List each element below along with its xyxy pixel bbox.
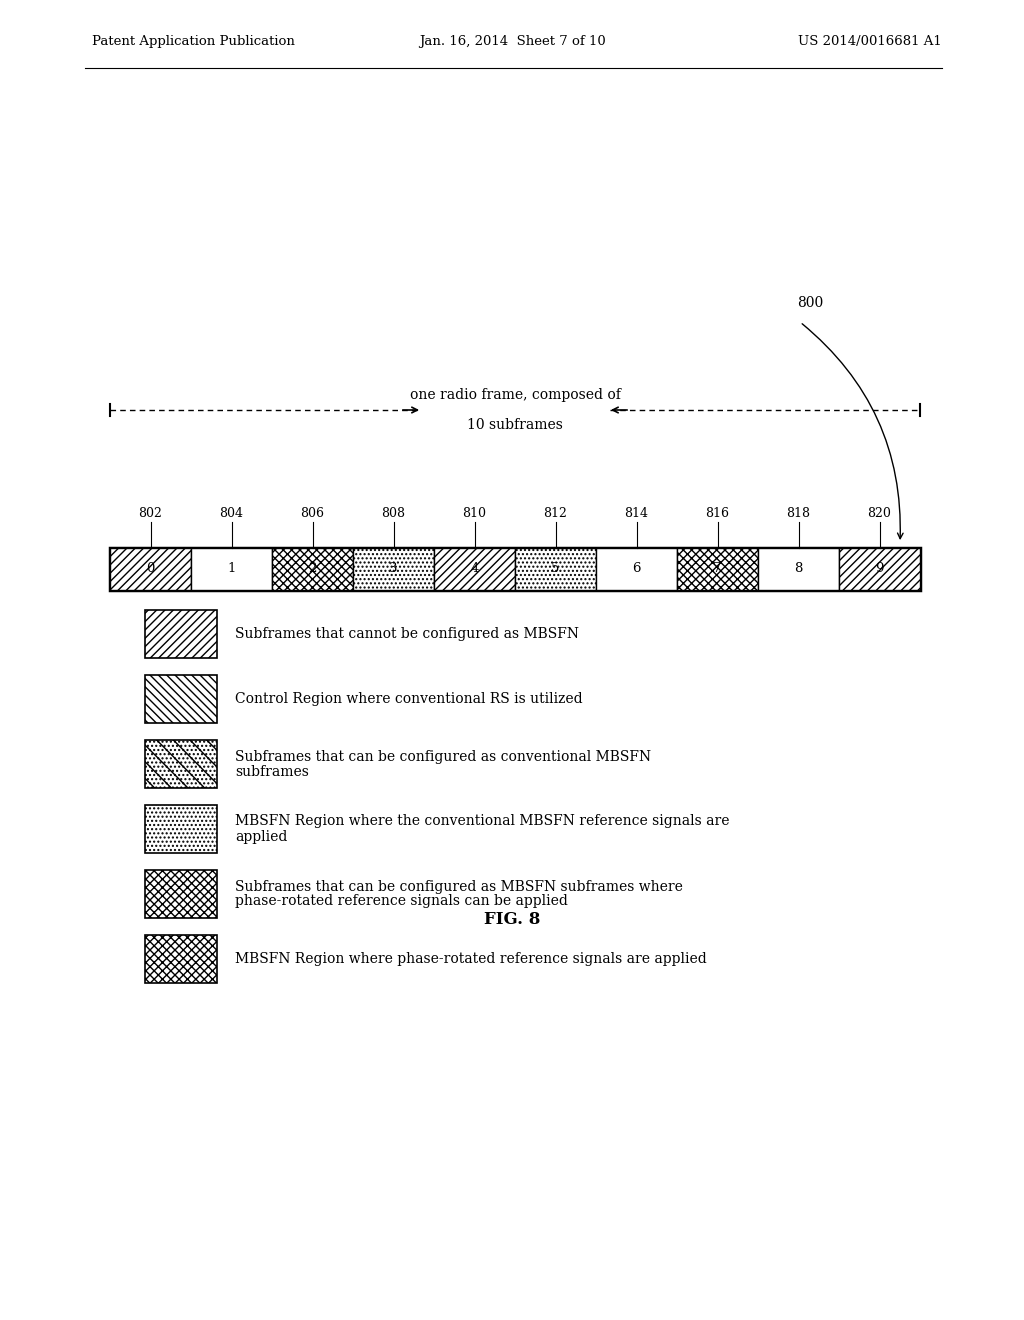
Bar <box>353 548 434 590</box>
Text: 802: 802 <box>138 507 163 520</box>
Text: one radio frame, composed of: one radio frame, composed of <box>410 388 621 403</box>
Bar <box>145 805 217 853</box>
Bar <box>758 548 839 590</box>
Text: 818: 818 <box>786 507 811 520</box>
Text: 2: 2 <box>308 562 316 576</box>
Text: phase-rotated reference signals can be applied: phase-rotated reference signals can be a… <box>234 895 568 908</box>
Text: 5: 5 <box>551 562 560 576</box>
Bar <box>110 548 920 590</box>
Bar <box>677 548 758 590</box>
Bar <box>353 548 434 590</box>
Text: Subframes that can be configured as MBSFN subframes where: Subframes that can be configured as MBSF… <box>234 879 683 894</box>
Text: 810: 810 <box>463 507 486 520</box>
Text: 4: 4 <box>470 562 478 576</box>
Text: Control Region where conventional RS is utilized: Control Region where conventional RS is … <box>234 692 583 706</box>
Text: 1: 1 <box>227 562 236 576</box>
Text: 0: 0 <box>146 562 155 576</box>
Text: Subframes that cannot be configured as MBSFN: Subframes that cannot be configured as M… <box>234 627 579 642</box>
Text: 812: 812 <box>544 507 567 520</box>
Text: 6: 6 <box>632 562 641 576</box>
Bar <box>272 548 353 590</box>
Bar <box>434 548 515 590</box>
Bar <box>145 935 217 983</box>
Text: 820: 820 <box>867 507 892 520</box>
Text: US 2014/0016681 A1: US 2014/0016681 A1 <box>799 36 942 49</box>
Bar <box>110 548 191 590</box>
Text: 3: 3 <box>389 562 397 576</box>
Text: subframes: subframes <box>234 764 309 779</box>
Bar <box>145 675 217 723</box>
Text: 806: 806 <box>300 507 325 520</box>
Text: Jan. 16, 2014  Sheet 7 of 10: Jan. 16, 2014 Sheet 7 of 10 <box>419 36 605 49</box>
Bar <box>272 548 353 590</box>
Text: MBSFN Region where phase-rotated reference signals are applied: MBSFN Region where phase-rotated referen… <box>234 952 707 966</box>
Text: 816: 816 <box>706 507 729 520</box>
Bar <box>145 610 217 657</box>
Bar <box>145 935 217 983</box>
Text: 10 subframes: 10 subframes <box>467 418 563 432</box>
Text: MBSFN Region where the conventional MBSFN reference signals are: MBSFN Region where the conventional MBSF… <box>234 814 729 829</box>
Bar <box>145 741 217 788</box>
Bar <box>839 548 920 590</box>
Bar <box>145 675 217 723</box>
Text: Patent Application Publication: Patent Application Publication <box>92 36 295 49</box>
Text: Subframes that can be configured as conventional MBSFN: Subframes that can be configured as conv… <box>234 750 651 763</box>
Text: applied: applied <box>234 829 288 843</box>
Text: 804: 804 <box>219 507 244 520</box>
Text: 814: 814 <box>625 507 648 520</box>
Bar <box>677 548 758 590</box>
Text: 8: 8 <box>795 562 803 576</box>
Bar <box>145 870 217 917</box>
Text: 800: 800 <box>797 296 823 310</box>
Bar <box>145 805 217 853</box>
Bar <box>596 548 677 590</box>
Bar <box>145 741 217 788</box>
Text: 9: 9 <box>876 562 884 576</box>
Bar <box>839 548 920 590</box>
Text: 7: 7 <box>714 562 722 576</box>
Bar <box>145 741 217 788</box>
Bar <box>191 548 272 590</box>
Bar <box>515 548 596 590</box>
Bar <box>434 548 515 590</box>
Bar <box>110 548 191 590</box>
Text: 808: 808 <box>382 507 406 520</box>
Bar <box>145 610 217 657</box>
Text: FIG. 8: FIG. 8 <box>483 912 541 928</box>
Bar <box>145 870 217 917</box>
Bar <box>515 548 596 590</box>
